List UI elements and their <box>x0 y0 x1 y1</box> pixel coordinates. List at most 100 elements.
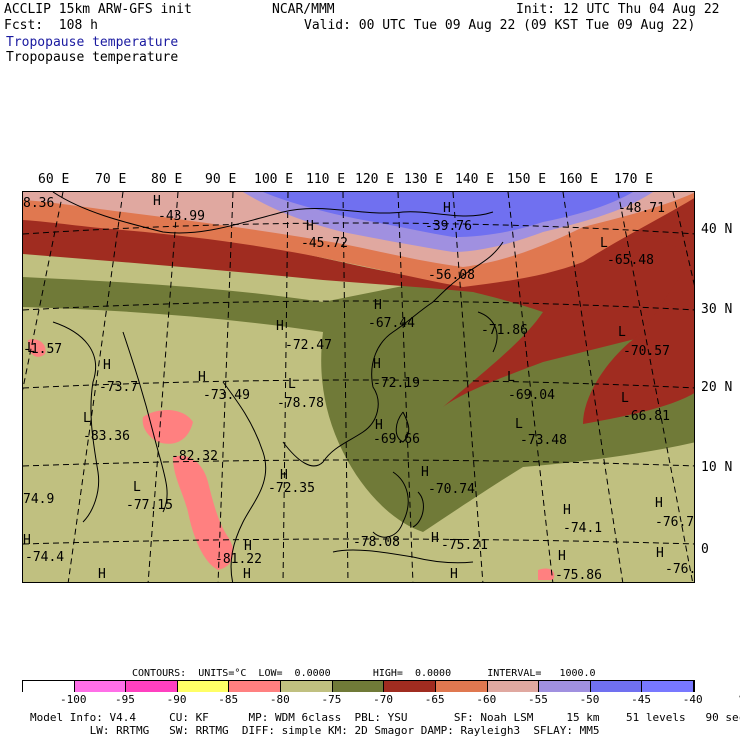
pressure-center-marker: H <box>276 319 284 334</box>
color-swatch <box>487 681 540 692</box>
pressure-center-marker: H <box>656 546 664 561</box>
pressure-center-marker: H <box>198 370 206 385</box>
temperature-value-label: -81.22 <box>215 552 262 567</box>
longitude-label: 60 E <box>38 172 70 187</box>
color-swatch <box>126 681 178 692</box>
pressure-center-marker: H <box>244 539 252 554</box>
pressure-center-marker: L <box>600 236 608 251</box>
color-scale-tick-label: -80 <box>269 693 290 706</box>
temperature-value-label: -70.57 <box>623 344 670 359</box>
color-scale-tick-label: -65 <box>424 693 445 706</box>
pressure-center-marker: H <box>421 465 429 480</box>
temperature-value-label: -72.19 <box>373 376 420 391</box>
longitude-label: 130 E <box>404 172 444 187</box>
color-scale-tick-label: -100 <box>60 693 87 706</box>
latitude-label: 0 <box>701 542 709 557</box>
color-scale-bar <box>22 680 695 692</box>
pressure-center-marker: H <box>375 418 383 433</box>
pressure-center-marker: L <box>507 370 515 385</box>
longitude-label: 90 E <box>205 172 237 187</box>
color-scale-tick-label: -75 <box>321 693 342 706</box>
legend-contours: CONTOURS: UNITS=°C LOW= 0.0000 HIGH= 0.0… <box>132 668 596 679</box>
temperature-value-label: -70.74 <box>428 482 475 497</box>
temperature-value-label: -78.08 <box>353 535 400 550</box>
pressure-center-marker: L <box>288 377 296 392</box>
pressure-center-marker: H <box>306 219 314 234</box>
color-scale-tick-label: -55 <box>527 693 548 706</box>
coastlines <box>52 192 504 582</box>
pressure-center-marker: H <box>443 201 451 216</box>
pressure-center-marker: H <box>103 358 111 373</box>
longitude-label: 80 E <box>151 172 183 187</box>
longitude-label: 70 E <box>95 172 127 187</box>
temperature-value-label: -75.21 <box>441 538 488 553</box>
pressure-center-marker: L <box>83 411 91 426</box>
map-panel[interactable]: H -43.99 8.36 H -45.72 H -39.76 -48.71 L -65.48 -5… <box>22 191 695 583</box>
field-title-contour: Tropopause temperature <box>6 50 179 65</box>
shade-cold-patch-4 <box>538 568 555 580</box>
color-scale-tick-label: °C <box>738 694 740 706</box>
pressure-center-marker: L <box>133 480 141 495</box>
latitude-label: 20 N <box>701 380 733 395</box>
temperature-value-label: -45.72 <box>301 236 348 251</box>
temperature-value-label: -78.78 <box>277 396 324 411</box>
longitude-label: 120 E <box>355 172 395 187</box>
temperature-value-label: -77.15 <box>126 498 173 513</box>
pressure-center-marker: H <box>243 567 251 582</box>
model-title: ACCLIP 15km ARW-GFS init <box>4 2 192 17</box>
color-scale-tick-label: -70 <box>373 693 393 706</box>
temperature-value-label: -76. <box>665 562 695 577</box>
pressure-center-marker: H <box>374 298 382 313</box>
color-swatch <box>539 681 591 692</box>
longitude-label: 140 E <box>455 172 495 187</box>
forecast-hour: Fcst: 108 h <box>4 18 98 33</box>
latitude-label: 40 N <box>701 222 733 237</box>
temperature-value-label: 8.36 <box>23 196 55 211</box>
footer-model-info: Model Info: V4.4 CU: KF MP: WDM 6class P… <box>30 711 740 724</box>
footer-physics-info: LW: RRTMG SW: RRTMG DIFF: simple KM: 2D … <box>30 724 600 737</box>
color-swatch <box>642 681 694 692</box>
temperature-value-label: -43.99 <box>158 209 205 224</box>
graticule <box>23 192 694 582</box>
pressure-center-marker: H <box>450 567 458 582</box>
color-swatch <box>332 681 385 692</box>
valid-time: Valid: 00 UTC Tue 09 Aug 22 (09 KST Tue … <box>304 18 696 33</box>
init-time: Init: 12 UTC Thu 04 Aug 22 <box>516 2 720 17</box>
longitude-label: 150 E <box>507 172 547 187</box>
org-label: NCAR/MMM <box>272 2 335 17</box>
color-scale-tick-label: -85 <box>218 693 239 706</box>
temperature-value-label: -65.48 <box>607 253 654 268</box>
pressure-center-marker: H <box>563 503 571 518</box>
temperature-value-label: -74.1 <box>563 521 603 536</box>
color-scale-tick-label: -60 <box>476 693 497 706</box>
temperature-value-label: 74.9 <box>23 492 55 507</box>
temperature-value-label: -67.44 <box>368 316 415 331</box>
latitude-label: 10 N <box>701 460 733 475</box>
pressure-center-marker: H <box>23 533 31 548</box>
color-swatch <box>435 681 488 692</box>
temperature-value-label: -73.49 <box>203 388 250 403</box>
longitude-label: 100 E <box>254 172 294 187</box>
temperature-value-label: -71.86 <box>481 323 528 338</box>
tropopause-temperature-map <box>23 192 694 582</box>
pressure-center-marker: L <box>27 341 35 356</box>
pressure-center-marker: H <box>280 468 288 483</box>
pressure-center-marker: L <box>515 417 523 432</box>
temperature-value-label: -39.76 <box>425 219 472 234</box>
temperature-value-label: -83.36 <box>83 429 130 444</box>
color-scale-tick-label: -40 <box>682 693 703 706</box>
color-swatch <box>590 681 643 692</box>
temperature-value-label: -69.66 <box>373 432 420 447</box>
shade-red-east <box>583 193 694 424</box>
color-swatch <box>23 681 75 692</box>
temperature-value-label: -69.04 <box>508 388 555 403</box>
shade-cold-patch-1 <box>142 410 193 444</box>
pressure-center-marker: H <box>153 194 161 209</box>
color-scale-tick-label: -50 <box>579 693 600 706</box>
temperature-value-label: -48.71 <box>618 201 665 216</box>
color-scale-tick-label: -45 <box>631 693 652 706</box>
pressure-center-marker: L <box>618 325 626 340</box>
pressure-center-marker: L <box>621 391 629 406</box>
pressure-center-marker: H <box>373 357 381 372</box>
temperature-value-label: -73.48 <box>520 433 567 448</box>
